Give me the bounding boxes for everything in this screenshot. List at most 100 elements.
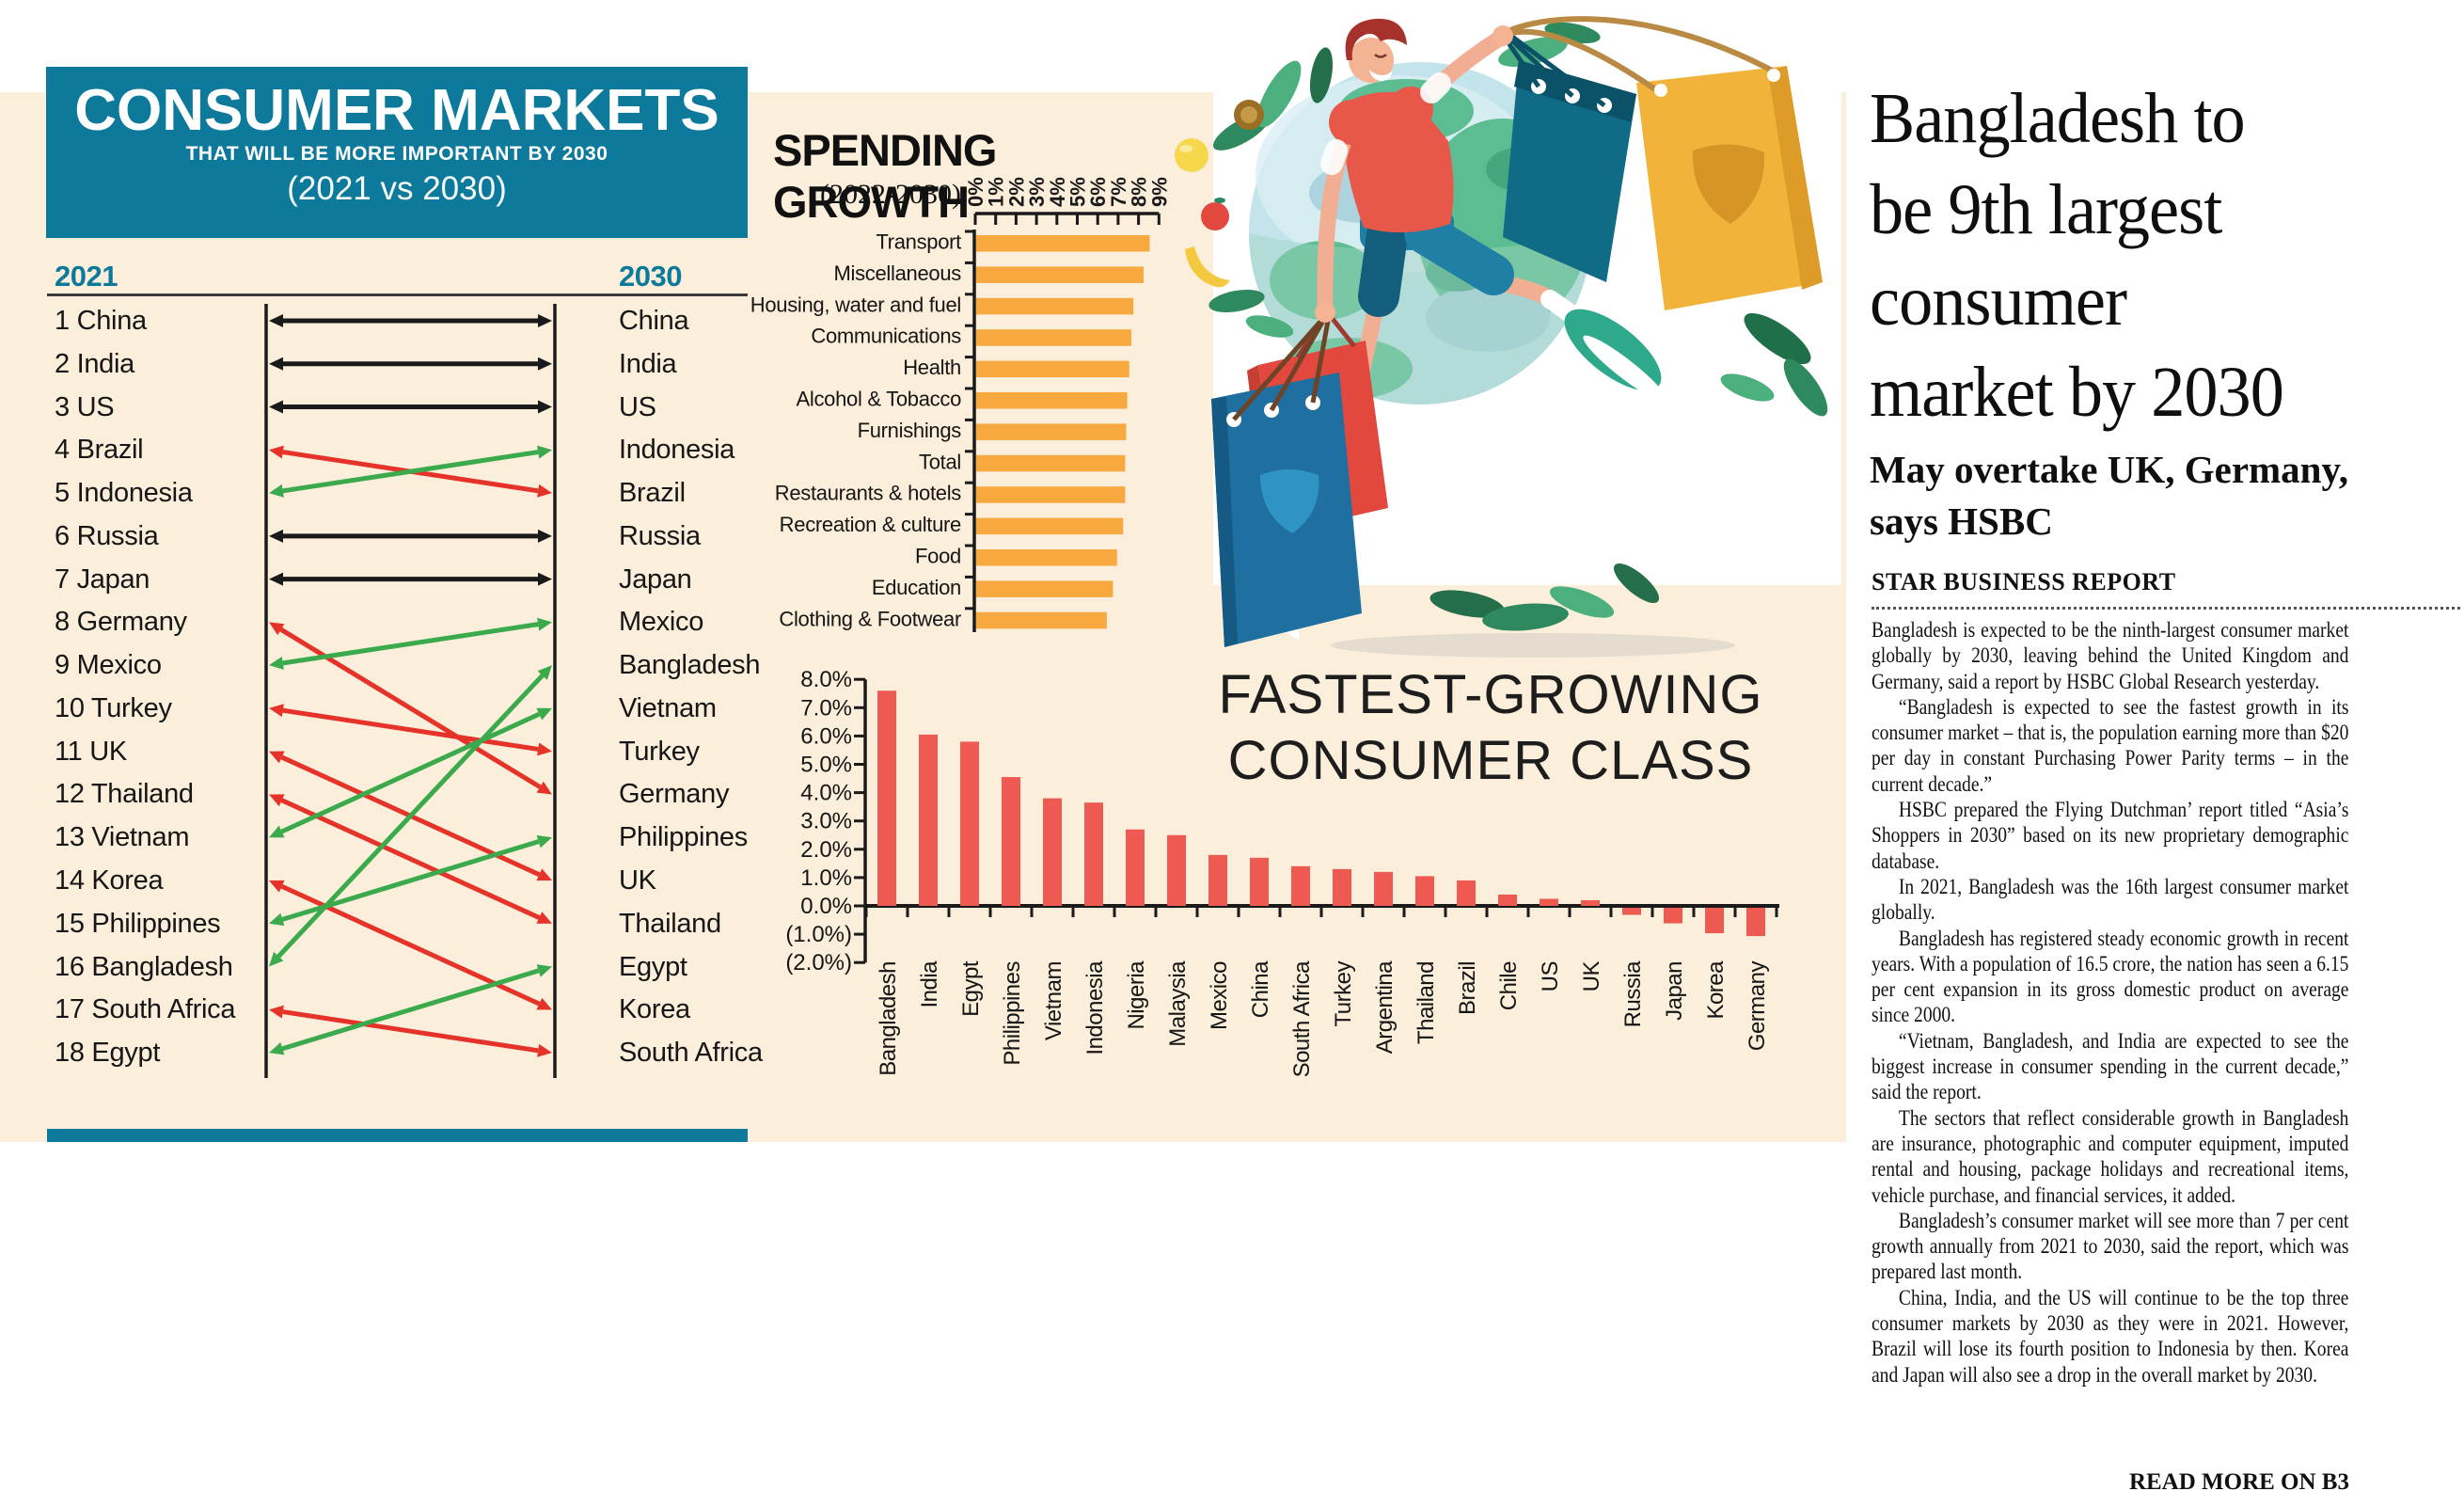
consumer-class-bar: [1043, 798, 1062, 906]
rank-row-2021: 6 Russia: [55, 520, 159, 551]
svg-text:Restaurants & hotels: Restaurants & hotels: [775, 482, 962, 505]
ground-shadow: [1331, 633, 1735, 658]
svg-text:1%: 1%: [985, 177, 1008, 207]
arrow-head-icon: [269, 400, 283, 414]
rank-row-2030: Korea: [619, 994, 690, 1025]
svg-text:0%: 0%: [964, 177, 987, 207]
rank-row-2030: Russia: [619, 520, 701, 551]
consumer-class-bar: [960, 741, 979, 906]
consumer-class-bar: [1705, 908, 1724, 934]
shopping-bag-teal: [1502, 31, 1636, 282]
rank-row-2030: Indonesia: [619, 435, 735, 466]
arrow-head-icon: [269, 357, 283, 371]
arrow-head-icon: [537, 445, 552, 459]
rank-row-2030: Mexico: [619, 607, 704, 638]
spending-bar: [976, 297, 1134, 315]
svg-text:4.0%: 4.0%: [800, 781, 852, 806]
rank-arrows: [264, 304, 557, 1078]
svg-text:India: India: [917, 960, 942, 1008]
article-paragraph: The sectors that reflect considerable gr…: [1872, 1105, 2349, 1207]
read-more-link[interactable]: READ MORE ON B3: [2128, 1469, 2349, 1495]
consumer-class-bar: [1664, 908, 1682, 924]
article-paragraph: Bangladesh is expected to be the ninth-l…: [1872, 618, 2349, 693]
arrow-head-icon: [269, 656, 284, 670]
svg-text:Recreation & culture: Recreation & culture: [780, 513, 961, 536]
article-subhead: May overtake UK, Germany, says HSBC: [1870, 444, 2377, 547]
shopping-bag-yellow: [1508, 16, 1823, 310]
article-headline: Bangladesh to be 9th largest consumer marke…: [1870, 73, 2370, 438]
svg-text:US: US: [1538, 961, 1563, 991]
spending-bar: [976, 549, 1117, 566]
consumer-class-bar: [1208, 854, 1227, 906]
spending-bar: [976, 360, 1129, 378]
article-paragraph: Bangladesh has registered steady economi…: [1872, 926, 2349, 1027]
arrow-head-icon: [536, 912, 552, 924]
svg-text:Nigeria: Nigeria: [1124, 960, 1149, 1030]
svg-text:3%: 3%: [1025, 177, 1049, 207]
rank-row-2030: India: [619, 348, 677, 379]
svg-text:7%: 7%: [1107, 177, 1130, 207]
svg-text:9%: 9%: [1147, 177, 1171, 207]
arrow-head-icon: [538, 357, 552, 371]
rank-row-2021: 13 Vietnam: [55, 822, 190, 853]
svg-text:Korea: Korea: [1703, 960, 1729, 1020]
subhead-line: says HSBC: [1870, 500, 2053, 543]
consumer-class-bar: [1457, 880, 1476, 906]
apple-icon: [1201, 202, 1229, 230]
rank-row-2030: UK: [619, 865, 656, 896]
shield-emblem-icon: [1692, 144, 1765, 224]
svg-text:Indonesia: Indonesia: [1082, 960, 1108, 1055]
spending-bar: [976, 580, 1114, 597]
rank-row-2030: Japan: [619, 563, 692, 595]
spending-bar: [976, 517, 1124, 535]
rank-row-2030: Thailand: [619, 908, 721, 939]
svg-text:Total: Total: [919, 450, 961, 473]
rank-panel-comparison: (2021 vs 2030): [287, 170, 507, 207]
banana-icon: [1185, 246, 1230, 288]
svg-text:4%: 4%: [1046, 177, 1069, 207]
svg-text:UK: UK: [1579, 961, 1604, 992]
arrow-head-icon: [269, 794, 285, 807]
fruit-icons: [1175, 100, 1264, 288]
consumer-class-bar: [1581, 899, 1600, 906]
svg-text:Philippines: Philippines: [1000, 961, 1025, 1066]
spending-bar: [976, 486, 1126, 503]
headline-line: market by 2030: [1870, 353, 2284, 432]
rank-row-2021: 14 Korea: [55, 865, 164, 896]
consumer-class-bar: [1540, 898, 1558, 906]
arrow-head-icon: [537, 665, 552, 680]
svg-text:Alcohol & Tobacco: Alcohol & Tobacco: [797, 388, 962, 411]
arrow-head-icon: [536, 834, 552, 849]
svg-text:China: China: [1248, 960, 1273, 1018]
svg-text:Argentina: Argentina: [1372, 960, 1398, 1054]
article-body: Bangladesh is expected to be the ninth-l…: [1872, 617, 2348, 1388]
spending-bar: [976, 454, 1126, 472]
rank-row-2021: 2 India: [55, 348, 134, 379]
rank-row-2030: US: [619, 391, 656, 422]
rank-row-2030: Turkey: [619, 736, 700, 767]
article-paragraph: HSBC prepared the Flying Dutchman’ repor…: [1872, 798, 2349, 873]
svg-text:7.0%: 7.0%: [800, 695, 852, 721]
arrow-head-icon: [538, 529, 552, 543]
svg-text:1.0%: 1.0%: [800, 865, 852, 891]
arrow-head-icon: [538, 572, 552, 586]
svg-text:Vietnam: Vietnam: [1041, 961, 1066, 1040]
consumer-class-bar: [1126, 829, 1145, 906]
svg-text:Bangladesh: Bangladesh: [876, 961, 901, 1076]
arrow-head-icon: [537, 484, 552, 498]
shield-emblem-icon: [1260, 469, 1319, 533]
article-paragraph: China, India, and the US will continue t…: [1872, 1285, 2349, 1387]
rank-col-2021-label: 2021: [55, 260, 118, 293]
svg-text:Housing, water and fuel: Housing, water and fuel: [750, 293, 961, 316]
svg-text:FASTEST-GROWING: FASTEST-GROWING: [1219, 664, 1763, 725]
headline-line: be 9th largest: [1870, 170, 2222, 249]
rank-row-2021: 17 South Africa: [55, 994, 236, 1025]
arrow-head-icon: [269, 572, 283, 586]
svg-text:5.0%: 5.0%: [800, 753, 852, 778]
rank-row-2021: 3 US: [55, 391, 115, 422]
consumer-class-bar: [1167, 834, 1186, 906]
arrow-head-icon: [538, 314, 552, 327]
consumer-class-bar: [1622, 908, 1641, 915]
rank-row-2021: 15 Philippines: [55, 908, 221, 939]
